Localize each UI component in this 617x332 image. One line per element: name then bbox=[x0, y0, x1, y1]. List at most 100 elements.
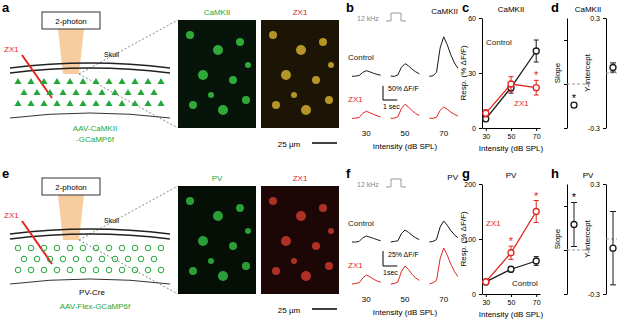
error-bar-line bbox=[483, 110, 488, 117]
cell bbox=[98, 89, 105, 95]
cell bbox=[33, 89, 40, 95]
panel-label: h bbox=[551, 166, 559, 181]
image-cell bbox=[328, 228, 334, 234]
tick-label: 30 bbox=[468, 70, 476, 77]
cell bbox=[28, 245, 34, 251]
tick-label: -0.3 bbox=[588, 125, 600, 132]
image-cell bbox=[189, 101, 197, 109]
axis-line bbox=[482, 185, 483, 295]
error-bar bbox=[509, 77, 514, 92]
label: 25% ΔF/F bbox=[388, 251, 419, 258]
stimulus bbox=[386, 13, 406, 21]
error-bar bbox=[534, 257, 539, 266]
cell bbox=[14, 78, 21, 84]
cortex bbox=[10, 113, 170, 118]
label: 12 kHz bbox=[357, 15, 379, 22]
image-cell bbox=[198, 236, 208, 246]
pipette bbox=[22, 221, 52, 264]
tick-label: 60 bbox=[468, 15, 476, 22]
image bbox=[261, 20, 339, 128]
intensity-label: 30 bbox=[362, 129, 371, 138]
point bbox=[533, 85, 539, 91]
cell bbox=[67, 267, 73, 273]
traces: ControlZX112 kHzPV25% ΔF/F1sec305070Inte… bbox=[348, 173, 459, 317]
series-line bbox=[486, 212, 536, 282]
plot bbox=[483, 40, 539, 122]
point bbox=[533, 209, 539, 215]
trace bbox=[352, 104, 458, 118]
label: AAV-Flex-GCaMP6f bbox=[60, 302, 131, 311]
error-bar-line bbox=[534, 40, 539, 62]
legend-label: ZX1 bbox=[514, 99, 529, 108]
axis: 03060 bbox=[468, 15, 482, 132]
cell bbox=[119, 267, 125, 273]
cell bbox=[151, 256, 157, 262]
tick: 30 bbox=[482, 294, 490, 306]
cells bbox=[14, 78, 164, 106]
pipette bbox=[22, 55, 52, 98]
cell bbox=[80, 267, 86, 273]
point bbox=[610, 65, 616, 71]
tick-label: 30 bbox=[482, 299, 490, 306]
image-cell bbox=[296, 211, 306, 221]
cell bbox=[54, 245, 60, 251]
line-chart: 3050700100200PVIntensity (dB SPL)Resp. (… bbox=[459, 171, 544, 319]
schematic: 2-photonSkullZX1AAV-CaMKII-GCaMP6f bbox=[4, 12, 178, 144]
cell bbox=[66, 100, 73, 106]
image-cell bbox=[291, 92, 297, 98]
cell bbox=[66, 78, 73, 84]
cell bbox=[125, 256, 131, 262]
title: CaMKII bbox=[498, 5, 525, 14]
cell bbox=[79, 100, 86, 106]
axis: 305070 bbox=[482, 294, 540, 306]
cell bbox=[79, 78, 86, 84]
point bbox=[610, 245, 616, 251]
point bbox=[483, 279, 489, 285]
cell bbox=[112, 256, 118, 262]
micrographs: PVZX125 µm bbox=[178, 174, 339, 315]
cell bbox=[40, 78, 47, 84]
stimulus bbox=[386, 179, 406, 187]
tick-mark bbox=[479, 184, 482, 185]
cell bbox=[145, 245, 151, 251]
tick-mark bbox=[479, 128, 482, 129]
title: CaMKII bbox=[431, 7, 458, 16]
cell bbox=[73, 256, 79, 262]
error-bar bbox=[571, 202, 577, 246]
cell bbox=[93, 245, 99, 251]
intensity-label: 50 bbox=[401, 129, 410, 138]
label: 25 µm bbox=[278, 140, 301, 149]
axis-title: Intensity (dB SPL) bbox=[479, 310, 544, 319]
tick-mark bbox=[564, 206, 567, 207]
axis-title: Intensity (dB SPL) bbox=[479, 144, 544, 153]
image-cell bbox=[281, 70, 291, 80]
cell bbox=[106, 245, 112, 251]
intensity-label: 30 bbox=[362, 295, 371, 304]
image-cell bbox=[296, 45, 306, 55]
cell bbox=[92, 78, 99, 84]
cell bbox=[59, 89, 66, 95]
image-cell bbox=[281, 236, 291, 246]
tick-mark bbox=[486, 128, 487, 131]
tick: 70 bbox=[533, 128, 541, 140]
intensity-label: 70 bbox=[439, 129, 448, 138]
tick-label: 30 bbox=[482, 133, 490, 140]
reference-line bbox=[606, 239, 617, 240]
image-cell bbox=[325, 262, 333, 270]
zoom-lines bbox=[79, 186, 178, 294]
significance: * bbox=[509, 235, 514, 247]
image-cell bbox=[229, 76, 237, 84]
tick: -0.3 bbox=[588, 291, 606, 298]
cells bbox=[15, 245, 164, 273]
tick-mark bbox=[564, 84, 567, 85]
axis-line bbox=[567, 19, 568, 129]
trace-plot bbox=[352, 221, 458, 284]
scale-bar-x bbox=[383, 266, 397, 267]
cell bbox=[53, 100, 60, 106]
series-line bbox=[486, 51, 536, 119]
plot bbox=[483, 201, 539, 285]
label: 1 sec bbox=[383, 103, 400, 110]
axis-title: Slope bbox=[553, 62, 562, 83]
point-chart: -0.30.3Y-intercept bbox=[583, 181, 617, 298]
cell bbox=[67, 245, 73, 251]
